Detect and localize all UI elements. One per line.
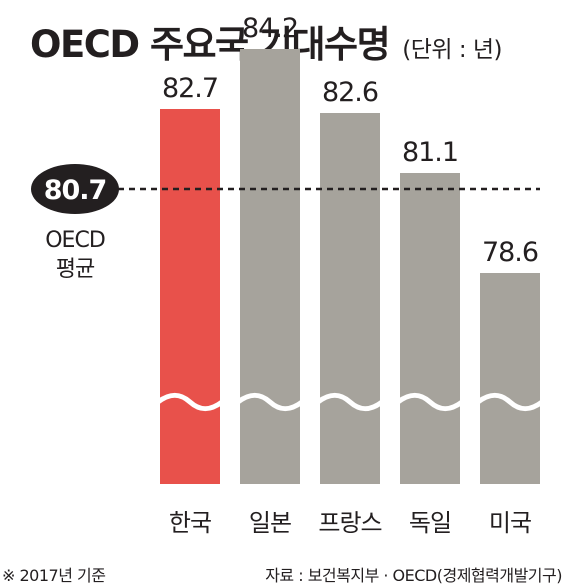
- value-label-4: 78.6: [482, 237, 538, 268]
- bar-2: [320, 113, 380, 484]
- reference-label-line-0: OECD: [45, 228, 105, 253]
- bar-break-4: [476, 392, 544, 412]
- bar-0: [160, 109, 220, 484]
- bar-3: [400, 173, 460, 484]
- category-label-0: 한국: [169, 509, 211, 537]
- value-label-1: 84.2: [242, 13, 298, 44]
- footnote: ※ 2017년 기준: [2, 566, 106, 585]
- value-label-0: 82.7: [162, 73, 218, 104]
- reference-badge: [31, 164, 119, 214]
- bar-break-1: [236, 392, 304, 412]
- chart-unit: (단위 : 년): [402, 37, 503, 63]
- category-label-1: 일본: [249, 509, 291, 537]
- bar-break-0: [156, 392, 224, 412]
- value-label-3: 81.1: [402, 137, 458, 168]
- chart-title-row: OECD 주요국 기대수명 (단위 : 년): [30, 14, 503, 68]
- bar-4: [480, 273, 540, 484]
- source-note: 자료 : 보건복지부 · OECD(경제협력개발기구): [265, 566, 562, 585]
- bar-1: [240, 49, 300, 484]
- bar-break-3: [396, 392, 464, 412]
- category-label-4: 미국: [489, 509, 531, 537]
- bar-break-2: [316, 392, 384, 412]
- value-label-2: 82.6: [322, 77, 378, 108]
- category-label-2: 프랑스: [318, 509, 381, 537]
- category-label-3: 독일: [409, 509, 451, 537]
- reference-label-line-1: 평균: [56, 257, 95, 282]
- reference-value-label: 80.7: [44, 175, 107, 206]
- chart-title: OECD 주요국 기대수명: [30, 23, 391, 66]
